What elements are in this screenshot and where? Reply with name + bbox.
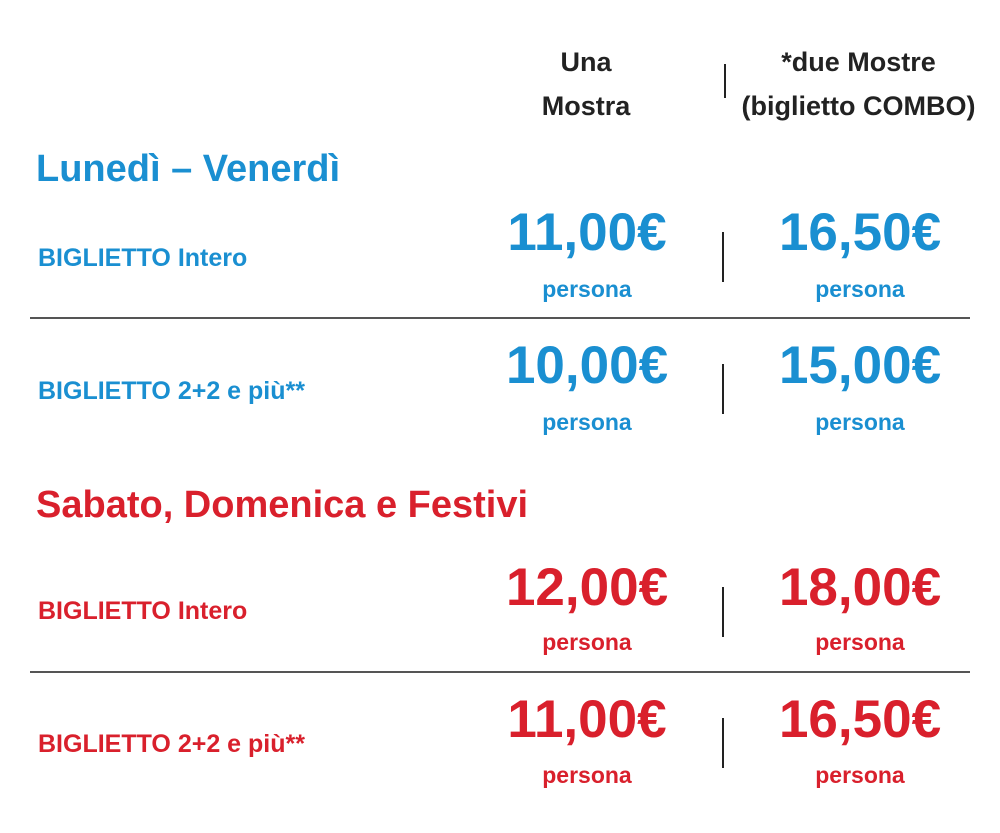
column-header-due-mostre-line1: *due Mostre [781,47,936,77]
unit-combo-2plus2-weekend: persona [815,762,905,788]
price-una-mostra-intero-weekend: 12,00€ [505,558,669,617]
price-combo-intero-weekdays: 16,50€ [778,203,942,262]
price-una-mostra-intero-weekdays: 11,00€ [507,203,667,262]
unit-combo-2plus2-weekdays: persona [815,409,905,435]
column-header-due-mostre: *due Mostre (biglietto COMBO) [726,40,991,128]
row-divider [30,317,970,319]
unit-una-mostra-intero-weekend: persona [542,629,632,655]
row-label-intero-weekend: BIGLIETTO Intero [38,597,248,625]
column-header-una-mostra-line1: Una [560,47,612,77]
row-label-2plus2-weekend: BIGLIETTO 2+2 e più** [38,730,305,758]
column-header-due-mostre-line2: (biglietto COMBO) [741,91,976,121]
price-divider [722,364,724,414]
column-header-una-mostra: Una Mostra [486,40,686,128]
row-label-intero-weekdays: BIGLIETTO Intero [38,244,248,272]
price-combo-2plus2-weekend: 16,50€ [778,690,942,749]
price-divider [722,718,724,768]
unit-una-mostra-2plus2-weekend: persona [542,762,632,788]
price-combo-2plus2-weekdays: 15,00€ [778,336,942,395]
price-combo-intero-weekend: 18,00€ [778,558,942,617]
price-divider [722,587,724,637]
column-header-una-mostra-line2: Mostra [541,91,631,121]
row-label-2plus2-weekdays: BIGLIETTO 2+2 e più** [38,377,305,405]
row-divider [30,671,970,673]
unit-una-mostra-intero-weekdays: persona [542,276,632,302]
price-una-mostra-2plus2-weekend: 11,00€ [507,690,667,749]
header-divider [724,64,726,98]
unit-una-mostra-2plus2-weekdays: persona [542,409,632,435]
section-title-weekend: Sabato, Domenica e Festivi [36,484,529,526]
unit-combo-intero-weekend: persona [815,629,905,655]
price-divider [722,232,724,282]
price-una-mostra-2plus2-weekdays: 10,00€ [505,336,669,395]
section-title-weekdays: Lunedì – Venerdì [36,148,341,190]
unit-combo-intero-weekdays: persona [815,276,905,302]
